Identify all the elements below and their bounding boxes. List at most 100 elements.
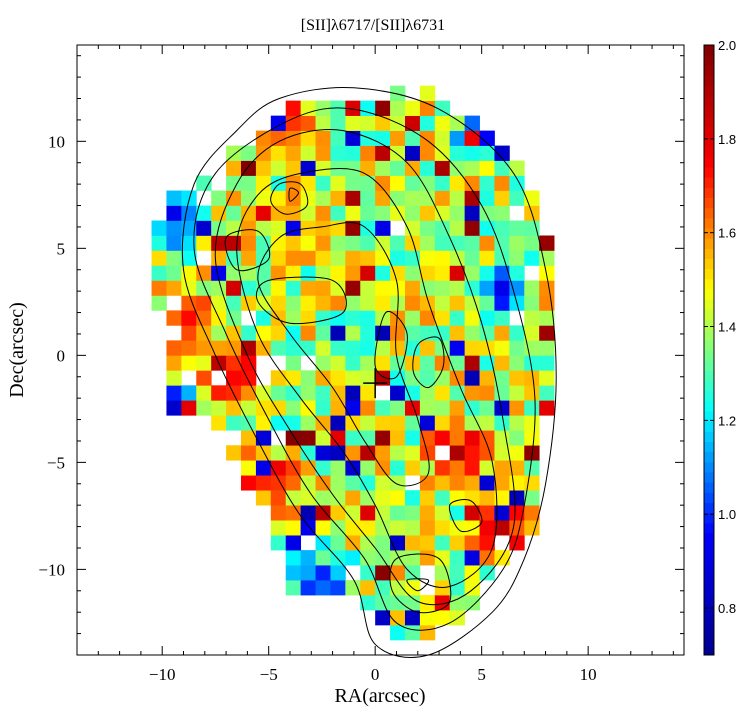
- heatmap-cell: [524, 400, 540, 416]
- heatmap-cell: [404, 205, 421, 221]
- heatmap-cell: [494, 550, 510, 566]
- heatmap-cell: [464, 475, 480, 491]
- heatmap-cell: [494, 355, 510, 371]
- heatmap-cell: [375, 175, 391, 191]
- heatmap-cell: [479, 190, 495, 206]
- heatmap-cell: [375, 235, 391, 251]
- heatmap-cell: [434, 430, 451, 446]
- heatmap-cell: [449, 550, 466, 566]
- heatmap-cell: [524, 325, 540, 341]
- heatmap-cell: [345, 340, 361, 356]
- heatmap-cell: [464, 265, 480, 281]
- heatmap-cell: [315, 460, 331, 476]
- heatmap-cell: [449, 535, 466, 551]
- heatmap-cell: [419, 100, 436, 116]
- heatmap-cell: [345, 385, 361, 401]
- heatmap-cell: [404, 340, 421, 356]
- heatmap-cell: [255, 415, 272, 431]
- heatmap-cell: [375, 265, 391, 281]
- heatmap-cell: [375, 160, 391, 176]
- heatmap-cell: [285, 580, 302, 596]
- heatmap-cell: [226, 340, 242, 356]
- heatmap-cell: [464, 325, 480, 341]
- colorbar-tick-label: 2.0: [718, 38, 736, 53]
- heatmap-cell: [449, 265, 466, 281]
- heatmap-cell: [479, 565, 495, 581]
- heatmap-cell: [419, 610, 436, 626]
- heatmap-cell: [315, 310, 331, 326]
- heatmap-cell: [449, 115, 466, 131]
- heatmap-cell: [241, 265, 257, 281]
- heatmap-cell: [166, 220, 182, 236]
- colorbar-segment: [704, 644, 714, 656]
- heatmap-cell: [464, 145, 480, 161]
- heatmap-cell: [375, 280, 391, 296]
- heatmap-cell: [524, 280, 540, 296]
- heatmap-cell: [390, 175, 406, 191]
- heatmap-cell: [434, 520, 451, 536]
- heatmap-cell: [196, 280, 212, 296]
- heatmap-cell: [196, 385, 212, 401]
- heatmap-cell: [196, 340, 212, 356]
- heatmap-cell: [360, 325, 376, 341]
- colorbar-segment: [704, 492, 714, 503]
- heatmap-cell: [464, 310, 480, 326]
- heatmap-cell: [300, 370, 316, 386]
- heatmap-cell: [255, 175, 272, 191]
- heatmap-cell: [494, 520, 510, 536]
- heatmap-cell: [375, 565, 391, 581]
- colorbar-segment: [704, 472, 714, 483]
- heatmap-cell: [241, 220, 257, 236]
- heatmap-cell: [375, 100, 391, 116]
- heatmap-cell: [330, 310, 346, 326]
- contour-line: [288, 187, 300, 202]
- heatmap-cell: [270, 130, 287, 146]
- contour-line: [448, 499, 483, 533]
- heatmap-cell: [524, 460, 540, 476]
- heatmap-cell: [151, 250, 167, 266]
- heatmap-cell: [419, 295, 436, 311]
- heatmap-cell: [360, 505, 376, 521]
- heatmap-cell: [434, 310, 451, 326]
- heatmap-cell: [390, 265, 406, 281]
- y-tick-label: 10: [48, 132, 65, 151]
- heatmap-cell: [494, 325, 510, 341]
- heatmap-cell: [375, 430, 391, 446]
- heatmap-cell: [375, 550, 391, 566]
- heatmap-cell: [196, 235, 212, 251]
- colorbar-segment: [704, 95, 714, 107]
- heatmap-cell: [181, 400, 197, 416]
- heatmap-cell: [181, 250, 197, 266]
- heatmap-cell: [330, 430, 346, 446]
- heatmap-cell: [315, 115, 331, 131]
- heatmap-cell: [360, 190, 376, 206]
- heatmap-cell: [539, 355, 555, 371]
- heatmap-cell: [375, 535, 391, 551]
- heatmap-cell: [434, 160, 451, 176]
- heatmap-cell: [509, 400, 525, 416]
- colorbar-segment: [704, 502, 714, 514]
- heatmap-cell: [464, 580, 480, 596]
- heatmap-cell: [375, 490, 391, 506]
- heatmap-cell: [539, 310, 555, 326]
- heatmap-cell: [330, 565, 346, 581]
- heatmap-cell: [315, 340, 331, 356]
- heatmap-cell: [449, 445, 466, 461]
- heatmap-cell: [434, 505, 451, 521]
- colorbar-tick-label: 1.0: [718, 507, 736, 522]
- heatmap-cell: [255, 130, 272, 146]
- heatmap-cell: [285, 355, 302, 371]
- heatmap-cell: [375, 205, 391, 221]
- heatmap-cell: [330, 490, 346, 506]
- heatmap-cell: [479, 175, 495, 191]
- heatmap-cell: [449, 580, 466, 596]
- heatmap-cell: [360, 310, 376, 326]
- heatmap-cell: [166, 400, 182, 416]
- heatmap-cell: [151, 280, 167, 296]
- heatmap-cell: [479, 415, 495, 431]
- heatmap-cell: [345, 100, 361, 116]
- heatmap-cell: [211, 190, 227, 206]
- heatmap-cell: [241, 445, 257, 461]
- heatmap-cell: [419, 310, 436, 326]
- heatmap-cell: [434, 175, 451, 191]
